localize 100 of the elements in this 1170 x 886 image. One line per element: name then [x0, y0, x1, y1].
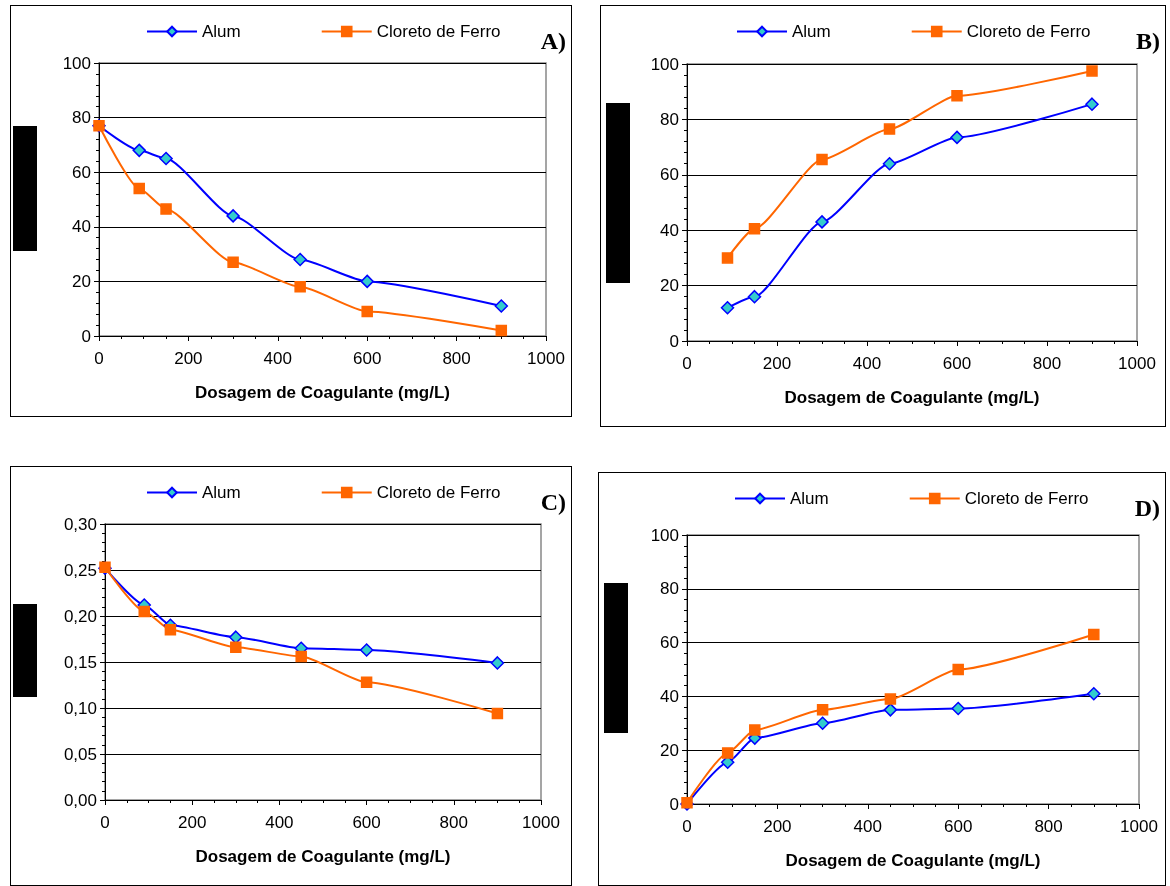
y-tick-label: 60	[72, 162, 91, 182]
point	[229, 630, 243, 644]
y-tick-label: 0	[81, 326, 91, 346]
chart-title: A)	[540, 28, 566, 54]
x-axis-title: Dosagem de Coagulante (mg/L)	[195, 847, 451, 866]
point	[1085, 97, 1099, 111]
x-tick-label: 400	[265, 813, 294, 832]
y-tick-label: 100	[650, 54, 679, 74]
y-tick-label: 20	[660, 276, 679, 296]
x-tick-label: 0	[682, 354, 692, 373]
y-tick-label: 0,10	[63, 698, 97, 718]
y-tick-label: 0,20	[63, 606, 97, 626]
x-tick-label: 200	[762, 354, 792, 373]
y-tick-label: 100	[650, 525, 679, 545]
point	[226, 209, 240, 223]
point	[720, 301, 735, 315]
x-tick-label: 600	[944, 817, 973, 836]
y-tick-label: 80	[72, 108, 91, 128]
point	[159, 151, 173, 166]
point	[133, 182, 145, 195]
x-tick-label: 400	[263, 349, 292, 368]
y-tick-label: 0,05	[63, 744, 97, 764]
point	[884, 693, 897, 705]
point	[295, 650, 307, 663]
legend-label: Alum	[202, 483, 241, 502]
x-tick-label: 600	[942, 354, 972, 373]
x-tick-label: 200	[763, 817, 792, 836]
point	[1087, 686, 1101, 701]
x-tick-label: 600	[352, 813, 381, 832]
point	[360, 274, 374, 289]
point	[293, 252, 307, 267]
y-tick-label: 0,15	[63, 652, 97, 672]
legend-label: Cloreto de Ferro	[964, 489, 1089, 508]
x-tick-label: 400	[852, 354, 882, 373]
point	[294, 281, 306, 293]
point	[721, 252, 734, 264]
y-tick-label: 20	[660, 740, 679, 760]
point	[951, 701, 965, 716]
y-tick-label: 20	[72, 271, 91, 291]
x-tick-label: 400	[853, 817, 882, 836]
x-tick-label: 800	[1032, 354, 1062, 373]
point	[748, 223, 761, 235]
point	[491, 707, 504, 720]
point	[815, 716, 830, 731]
point	[816, 153, 828, 166]
legend-label: Cloreto de Ferro	[966, 22, 1091, 41]
x-tick-label: 800	[1034, 817, 1063, 836]
point	[747, 289, 762, 304]
x-axis-title: Dosagem de Coagulante (mg/L)	[784, 388, 1040, 407]
x-axis-title: Dosagem de Coagulante (mg/L)	[785, 851, 1041, 870]
legend-label: Alum	[202, 22, 241, 41]
y-tick-label: 80	[660, 579, 679, 599]
point	[490, 656, 505, 670]
point	[361, 305, 373, 318]
point	[230, 641, 242, 654]
x-tick-label: 200	[178, 813, 207, 832]
y-tick-label: 0,25	[63, 560, 97, 580]
point	[950, 130, 964, 145]
chart-title: B)	[1136, 28, 1160, 54]
x-axis-title: Dosagem de Coagulante (mg/L)	[194, 383, 451, 402]
point	[721, 747, 734, 759]
point	[495, 324, 508, 337]
point	[883, 703, 898, 717]
x-tick-label: 1000	[1120, 817, 1158, 836]
chart-title: D)	[1134, 495, 1160, 521]
y-tick-label: 0,30	[63, 514, 97, 534]
point	[227, 256, 239, 269]
point	[883, 123, 896, 135]
legend-label: Alum	[790, 489, 829, 508]
y-tick-label: 40	[660, 220, 679, 240]
y-tick-label: 40	[72, 217, 91, 237]
x-tick-label: 1000	[522, 813, 560, 832]
y-tick-label: 80	[660, 109, 679, 129]
x-tick-label: 200	[174, 349, 203, 368]
point	[359, 643, 374, 657]
legend-label: Cloreto de Ferro	[376, 483, 501, 502]
point	[1086, 65, 1098, 77]
point	[138, 605, 150, 618]
point	[951, 90, 963, 102]
point	[160, 203, 172, 215]
point	[816, 704, 829, 716]
chart-title: C)	[540, 489, 566, 515]
x-tick-label: 1000	[1118, 354, 1156, 373]
point	[882, 156, 897, 171]
x-tick-label: 600	[353, 349, 382, 368]
point	[164, 624, 177, 636]
point	[815, 215, 829, 229]
y-tick-label: 100	[62, 53, 91, 73]
point	[749, 724, 761, 736]
x-tick-label: 800	[442, 349, 471, 368]
legend-label: Cloreto de Ferro	[376, 22, 501, 41]
x-tick-label: 800	[439, 813, 468, 832]
x-tick-label: 1000	[527, 349, 565, 368]
y-tick-label: 60	[660, 165, 679, 185]
x-tick-label: 0	[682, 817, 692, 836]
point	[494, 299, 509, 313]
point	[360, 676, 373, 688]
point	[132, 143, 146, 158]
y-tick-label: 0,00	[63, 790, 97, 810]
y-tick-label: 0	[669, 794, 679, 814]
